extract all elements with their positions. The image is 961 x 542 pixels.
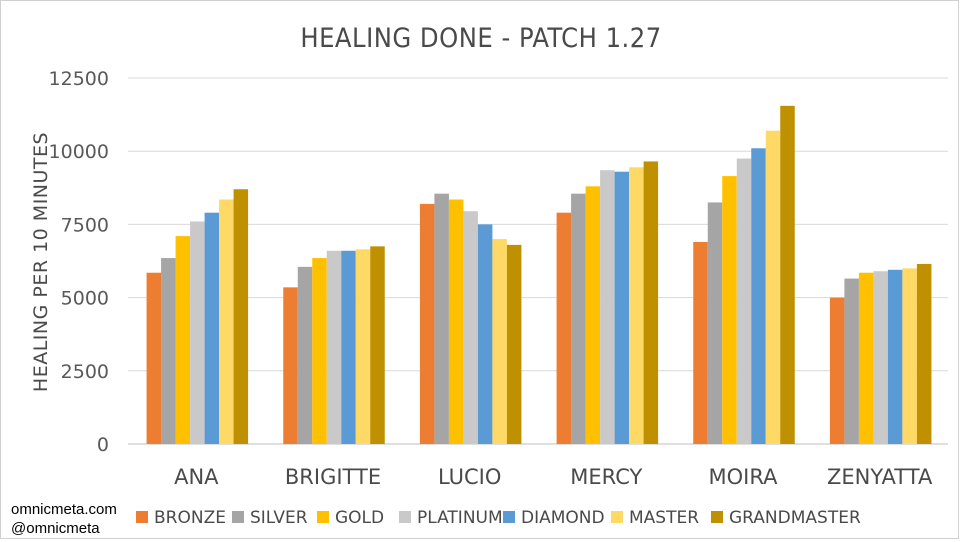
bar-lucio-platinum (463, 211, 478, 444)
bar-zenyatta-silver (844, 278, 859, 444)
x-category-label: BRIGITTE (285, 465, 381, 489)
legend-swatch-gold (317, 511, 329, 523)
legend-swatch-grandmaster (711, 511, 723, 523)
x-category-label: MOIRA (709, 465, 779, 489)
bar-mercy-silver (571, 193, 586, 444)
bar-zenyatta-grandmaster (916, 263, 932, 444)
legend-swatch-diamond (503, 511, 515, 523)
y-tick-label: 2500 (61, 361, 109, 383)
bar-mercy-bronze (556, 212, 572, 444)
bars (146, 105, 932, 445)
bar-brigitte-platinum (326, 250, 342, 444)
bar-zenyatta-platinum (873, 271, 888, 444)
legend-label-platinum: PLATINUM (417, 508, 503, 528)
x-category-label: LUCIO (438, 465, 501, 489)
bar-moira-diamond (751, 148, 766, 444)
bar-lucio-diamond (477, 224, 493, 444)
y-tick-label: 7500 (61, 214, 109, 236)
legend-label-silver: SILVER (250, 508, 308, 528)
x-category-label: MERCY (570, 465, 642, 489)
bar-brigitte-master (355, 249, 371, 444)
bar-mercy-platinum (600, 170, 615, 444)
legend-swatch-master (611, 511, 623, 523)
bar-brigitte-gold (312, 258, 327, 444)
bar-lucio-master (492, 239, 507, 444)
legend-label-diamond: DIAMOND (521, 508, 605, 528)
credit-handle: @omnicmeta (11, 520, 100, 537)
bar-zenyatta-gold (858, 272, 874, 444)
bar-ana-bronze (146, 272, 162, 444)
bar-mercy-diamond (614, 171, 630, 445)
bar-moira-silver (707, 202, 723, 444)
legend: BRONZE SILVER GOLD PLATINUM DIAMOND MASTER GRA… (136, 508, 861, 528)
bar-moira-gold (722, 176, 737, 444)
legend-label-bronze: BRONZE (154, 508, 226, 528)
legend-label-master: MASTER (629, 508, 699, 528)
bar-zenyatta-master (902, 268, 917, 444)
x-category-label: ZENYATTA (827, 465, 933, 489)
bar-ana-gold (175, 236, 191, 444)
bar-ana-platinum (190, 221, 205, 444)
legend-swatch-platinum (399, 511, 411, 523)
bar-ana-silver (161, 258, 176, 444)
legend-swatch-bronze (136, 511, 148, 523)
legend-label-grandmaster: GRANDMASTER (729, 508, 861, 528)
gridlines (128, 77, 948, 445)
bar-ana-grandmaster (233, 189, 249, 444)
bar-lucio-silver (434, 193, 449, 444)
bar-moira-platinum (736, 158, 752, 444)
bar-zenyatta-bronze (829, 297, 845, 444)
bar-lucio-grandmaster (506, 244, 522, 444)
bar-ana-master (219, 199, 234, 444)
y-axis-ticks: 0 2500 5000 7500 10000 12500 (49, 68, 109, 456)
credit-site: omnicmeta.com (11, 501, 117, 518)
x-axis-categories: ANA BRIGITTE LUCIO MERCY MOIRA ZENYATTA (174, 465, 933, 489)
bar-brigitte-grandmaster (370, 246, 385, 444)
bar-zenyatta-diamond (887, 269, 903, 444)
bar-lucio-bronze (419, 203, 435, 444)
x-category-label: ANA (174, 465, 219, 489)
bar-moira-bronze (693, 241, 708, 444)
bar-moira-master (765, 130, 781, 445)
legend-label-gold: GOLD (335, 508, 384, 528)
y-tick-label: 10000 (49, 141, 109, 163)
legend-swatch-silver (232, 511, 244, 523)
y-tick-label: 0 (97, 434, 109, 456)
bar-moira-grandmaster (780, 105, 795, 444)
chart-title: HEALING DONE - PATCH 1.27 (300, 23, 661, 54)
y-axis-label: HEALING PER 10 MINUTES (30, 132, 52, 392)
bar-brigitte-bronze (283, 287, 298, 444)
bar-brigitte-silver (297, 266, 313, 444)
bar-mercy-gold (585, 186, 601, 444)
bar-mercy-grandmaster (643, 161, 659, 444)
bar-ana-diamond (204, 212, 220, 444)
y-tick-label: 5000 (61, 288, 109, 310)
bar-brigitte-diamond (341, 250, 356, 444)
bar-mercy-master (629, 167, 644, 444)
bar-lucio-gold (448, 199, 464, 444)
y-tick-label: 12500 (49, 68, 109, 90)
